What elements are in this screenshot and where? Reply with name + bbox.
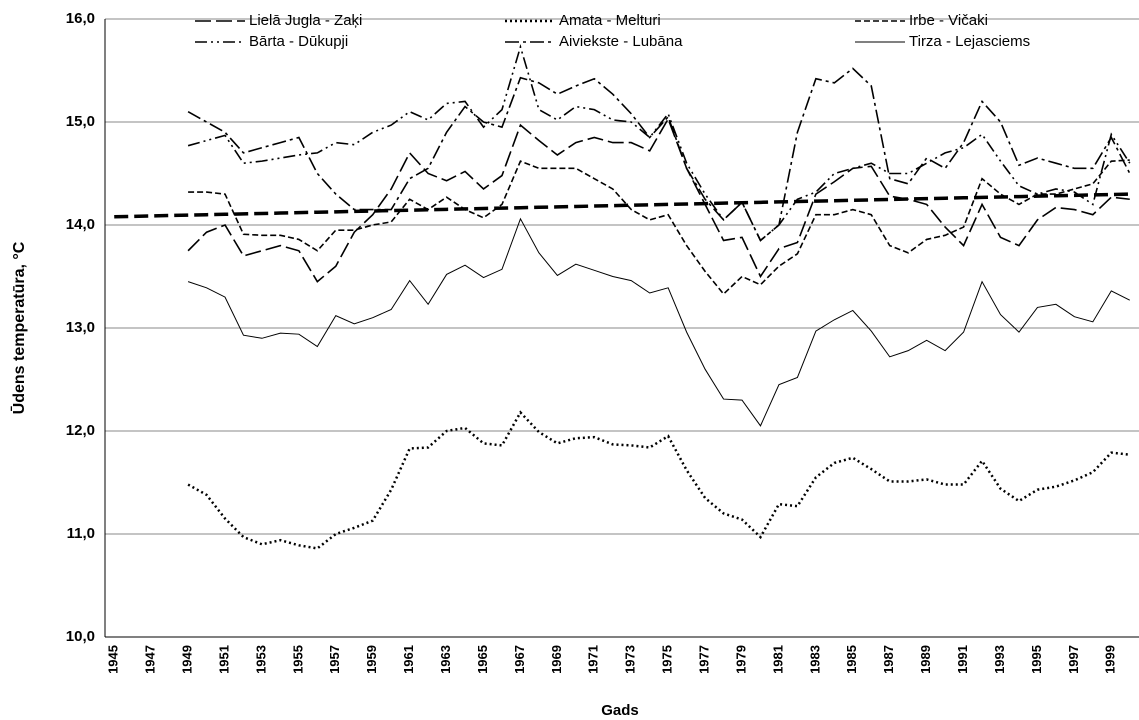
x-tick-label: 1971 <box>586 645 601 674</box>
legend-label: Tirza - Lejasciems <box>909 33 1030 50</box>
y-tick-label: 11,0 <box>67 525 95 542</box>
x-axis-label: Gads <box>601 702 639 719</box>
y-tick-label: 12,0 <box>66 422 95 439</box>
x-tick-label: 1981 <box>770 645 785 674</box>
series-line <box>187 410 1130 550</box>
series-line <box>187 217 1130 427</box>
x-tick-label: 1969 <box>549 645 564 674</box>
x-tick-label: 1987 <box>881 645 896 674</box>
x-tick-label: 1999 <box>1103 645 1118 674</box>
y-tick-label: 13,0 <box>66 319 95 336</box>
x-tick-label: 1945 <box>106 645 121 674</box>
x-tick-label: 1963 <box>438 645 453 674</box>
x-tick-label: 1965 <box>475 645 490 674</box>
y-tick-label: 14,0 <box>66 216 95 233</box>
series-line <box>114 192 1130 219</box>
x-tick-label: 1975 <box>660 645 675 674</box>
series-line <box>187 67 1131 242</box>
x-tick-label: 1985 <box>844 645 859 674</box>
x-tick-label: 1953 <box>253 645 268 674</box>
series-line <box>187 117 1130 283</box>
x-tick-label: 1979 <box>733 645 748 674</box>
x-tick-label: 1995 <box>1029 645 1044 674</box>
x-tick-label: 1957 <box>327 645 342 674</box>
x-tick-label: 1949 <box>180 645 195 674</box>
y-tick-label: 10,0 <box>66 628 95 645</box>
legend-label: Aiviekste - Lubāna <box>559 33 683 50</box>
legend-label: Amata - Melturi <box>559 12 661 29</box>
x-tick-label: 1989 <box>918 645 933 674</box>
x-tick-label: 1991 <box>955 645 970 674</box>
x-tick-label: 1951 <box>216 645 231 674</box>
y-tick-label: 15,0 <box>66 113 95 130</box>
x-tick-label: 1997 <box>1066 645 1081 674</box>
x-tick-label: 1947 <box>143 645 158 674</box>
y-tick-label: 16,0 <box>66 10 95 27</box>
legend-label: Lielā Jugla - Zaķi <box>249 12 362 29</box>
x-tick-label: 1961 <box>401 645 416 674</box>
x-tick-label: 1955 <box>290 645 305 674</box>
y-axis-label: Ūdens temperatūra, °C <box>9 241 28 414</box>
x-tick-label: 1973 <box>623 645 638 674</box>
x-tick-label: 1983 <box>807 645 822 674</box>
legend-label: Bārta - Dūkupji <box>249 33 348 50</box>
x-tick-label: 1959 <box>364 645 379 674</box>
x-tick-label: 1993 <box>992 645 1007 674</box>
series-line <box>188 159 1130 296</box>
legend-label: Irbe - Vičaki <box>909 12 988 29</box>
series-line <box>187 43 1131 242</box>
x-tick-label: 1977 <box>697 645 712 674</box>
x-tick-label: 1967 <box>512 645 527 674</box>
